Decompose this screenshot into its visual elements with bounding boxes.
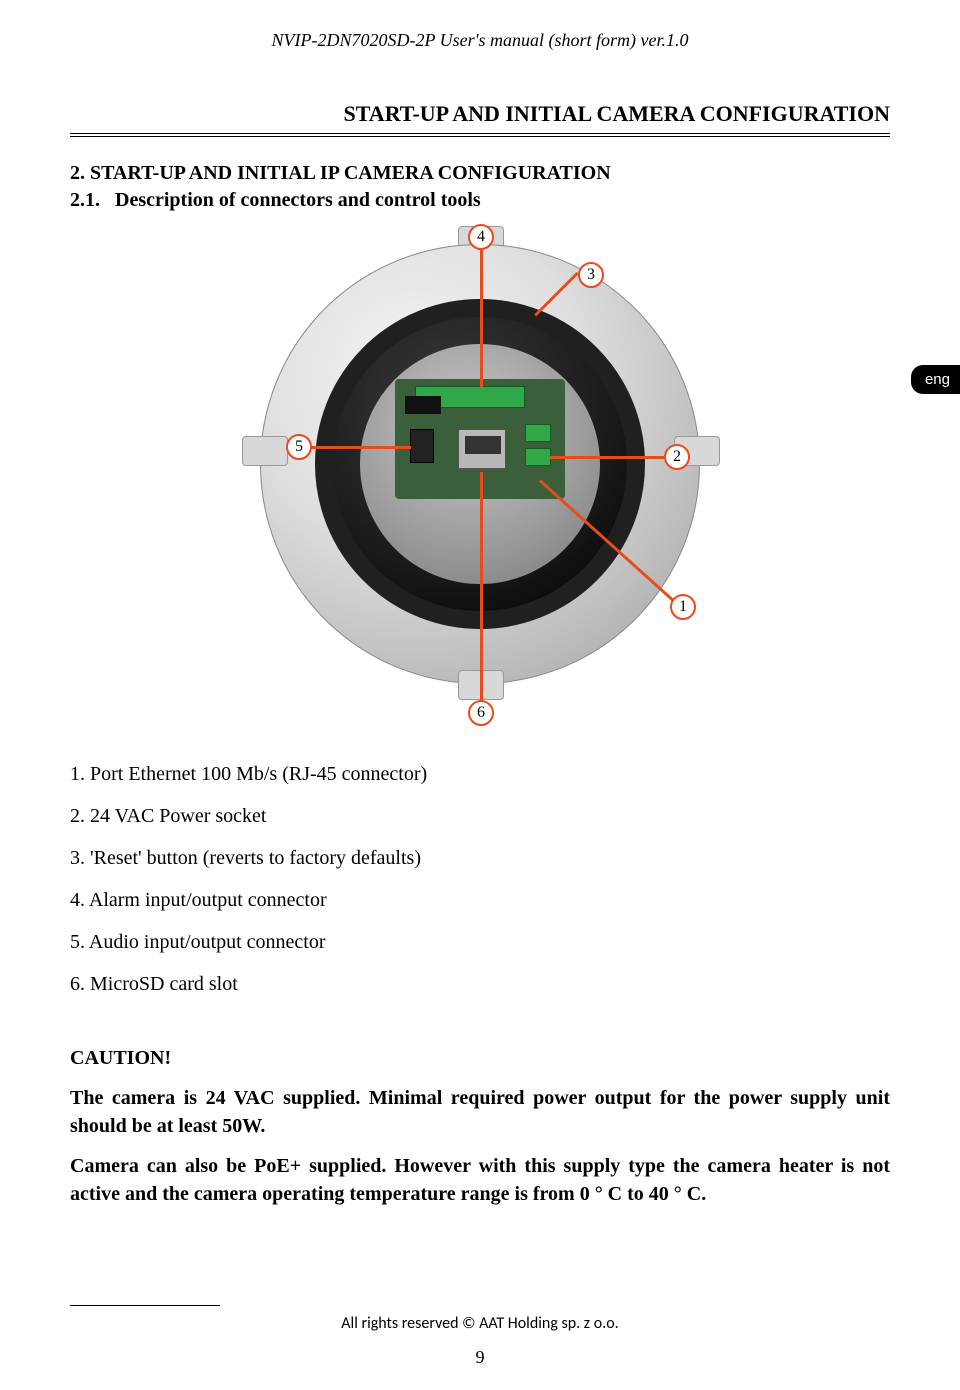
rj45-port <box>458 429 506 469</box>
page-title: START-UP AND INITIAL CAMERA CONFIGURATIO… <box>70 101 890 127</box>
callout-line <box>550 456 665 459</box>
section-number: 2. <box>70 162 85 184</box>
dip-switch <box>405 396 441 414</box>
list-item: 3. 'Reset' button (reverts to factory de… <box>70 838 890 878</box>
connector-list: 1. Port Ethernet 100 Mb/s (RJ-45 connect… <box>70 754 890 1004</box>
subsection-text: Description of connectors and control to… <box>115 189 481 211</box>
callout-6: 6 <box>468 700 494 726</box>
list-item: 1. Port Ethernet 100 Mb/s (RJ-45 connect… <box>70 754 890 794</box>
ac-terminal-2 <box>525 424 551 442</box>
page-container: NVIP-2DN7020SD-2P User's manual (short f… <box>0 0 960 1208</box>
footer-rights: All rights reserved © AAT Holding sp. z … <box>0 1314 960 1333</box>
list-item: 4. Alarm input/output connector <box>70 880 890 920</box>
list-item: 5. Audio input/output connector <box>70 922 890 962</box>
section-text: START-UP AND INITIAL IP CAMERA CONFIGURA… <box>90 162 611 184</box>
caution-text-1: The camera is 24 VAC supplied. Minimal r… <box>70 1084 890 1140</box>
callout-line <box>311 446 411 449</box>
audio-jack <box>410 429 434 463</box>
footer-divider <box>70 1305 220 1306</box>
doc-header: NVIP-2DN7020SD-2P User's manual (short f… <box>70 30 890 51</box>
callout-3: 3 <box>578 262 604 288</box>
callout-5: 5 <box>286 434 312 460</box>
list-item: 6. MicroSD card slot <box>70 964 890 1004</box>
subsection-number: 2.1. <box>70 189 110 212</box>
page-number: 9 <box>0 1347 960 1368</box>
caution-title: CAUTION! <box>70 1044 890 1072</box>
connector-diagram: 4 3 2 1 5 6 <box>180 224 780 734</box>
title-divider <box>70 133 890 137</box>
page-footer: All rights reserved © AAT Holding sp. z … <box>0 1305 960 1368</box>
callout-4: 4 <box>468 224 494 250</box>
caution-block: CAUTION! The camera is 24 VAC supplied. … <box>70 1044 890 1208</box>
ac-terminal-1 <box>525 448 551 466</box>
subsection-heading: 2.1. Description of connectors and contr… <box>70 189 890 212</box>
caution-text-2: Camera can also be PoE+ supplied. Howeve… <box>70 1152 890 1208</box>
callout-1: 1 <box>670 594 696 620</box>
mount-tab <box>242 436 288 466</box>
section-heading: 2. START-UP AND INITIAL IP CAMERA CONFIG… <box>70 162 890 185</box>
callout-2: 2 <box>664 444 690 470</box>
list-item: 2. 24 VAC Power socket <box>70 796 890 836</box>
callout-line <box>480 472 483 702</box>
callout-line <box>480 247 483 387</box>
